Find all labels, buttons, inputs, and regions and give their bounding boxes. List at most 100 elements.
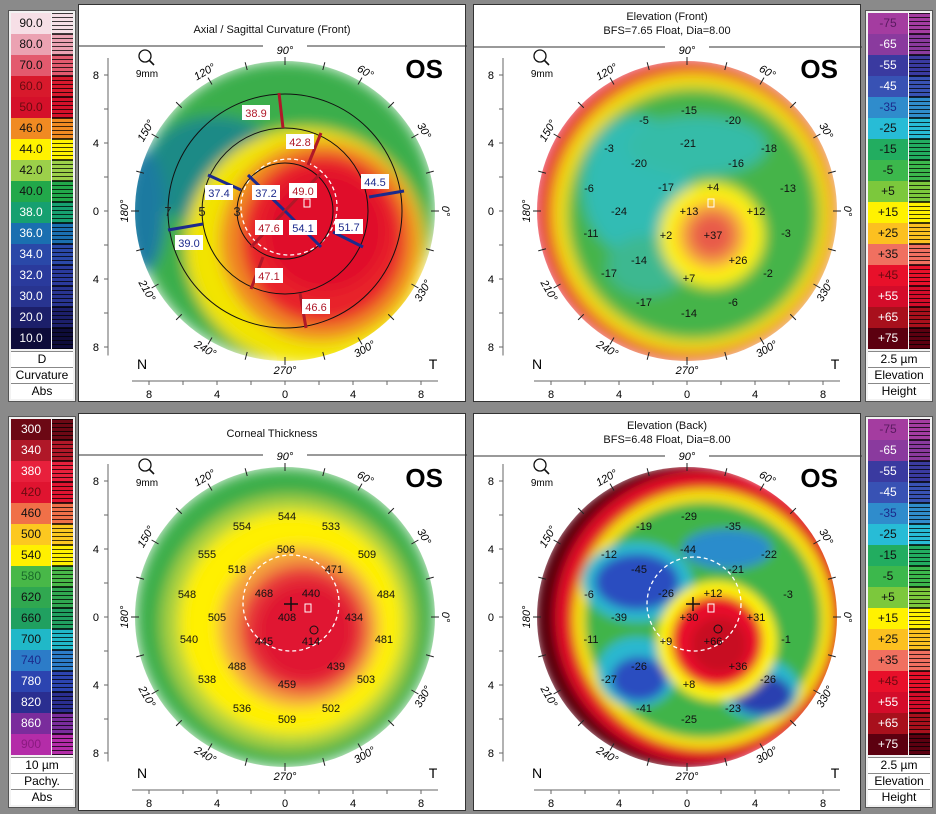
map-value: -5 bbox=[639, 115, 649, 127]
meridian-value: 38.9 bbox=[245, 108, 266, 120]
scale-step-swatch bbox=[52, 244, 73, 265]
scale-step-label: +75 bbox=[868, 734, 908, 755]
scale-step-swatch bbox=[52, 671, 73, 692]
y-tick-label: 4 bbox=[93, 138, 99, 150]
angle-tick bbox=[538, 248, 547, 252]
map-value: -26 bbox=[760, 674, 776, 686]
thickness-map-panel[interactable]: 8 8 4 4 0 0 4 4 8 8 N T 0° 30° 60° 90° 120° 150° 180° 210° 2… bbox=[78, 413, 467, 811]
map-value: -21 bbox=[680, 138, 696, 150]
angle-label: 180° bbox=[521, 605, 533, 628]
map-value: -3 bbox=[604, 143, 614, 155]
map-value: -3 bbox=[783, 589, 793, 601]
angle-label: 90° bbox=[679, 45, 696, 57]
map-value: 509 bbox=[358, 549, 376, 561]
map-value: 538 bbox=[198, 674, 216, 686]
angle-tick bbox=[175, 101, 183, 109]
scale-step-label: 36.0 bbox=[11, 223, 51, 244]
nasal-label: N bbox=[137, 765, 147, 781]
meridian-value: 44.5 bbox=[364, 177, 385, 189]
angle-tick bbox=[577, 719, 585, 727]
angle-tick bbox=[609, 743, 615, 751]
x-tick-label: 8 bbox=[146, 798, 152, 810]
angle-tick bbox=[357, 337, 363, 345]
thinnest-point-marker bbox=[309, 625, 319, 635]
scale-step: 500 bbox=[11, 524, 73, 545]
scale-step-label: 700 bbox=[11, 629, 51, 650]
angle-tick bbox=[244, 468, 248, 477]
scale-step-swatch bbox=[909, 671, 930, 692]
scale-step: -65 bbox=[868, 440, 930, 461]
angle-tick bbox=[827, 576, 836, 580]
scale-step: 60.0 bbox=[11, 76, 73, 97]
elevation-back-map-panel[interactable]: 8 8 4 4 0 0 4 4 8 8 N T 0° 30° 60° 90° 120° 150° 180° 210° 2… bbox=[473, 413, 862, 811]
elevation-front-map-panel[interactable]: 8 8 4 4 0 0 4 4 8 8 N T 0° 30° 60° 90° 120° 150° 180° 210° 2… bbox=[473, 4, 862, 402]
scale-unit: 2.5 µm bbox=[868, 351, 930, 367]
scale-step-swatch bbox=[52, 118, 73, 139]
magnifier-icon[interactable] bbox=[533, 49, 550, 66]
scale-step: 32.0 bbox=[11, 265, 73, 286]
scale-step-label: -25 bbox=[868, 118, 908, 139]
scale-step-swatch bbox=[52, 139, 73, 160]
angle-tick bbox=[411, 689, 419, 695]
scale-step-swatch bbox=[52, 692, 73, 713]
map-value: -24 bbox=[611, 206, 627, 218]
scale-line1: Pachy. bbox=[11, 773, 73, 789]
zone-ring bbox=[201, 127, 369, 295]
map-value: +13 bbox=[680, 206, 699, 218]
angle-tick bbox=[357, 77, 363, 85]
map-value: -25 bbox=[681, 714, 697, 726]
map-value: 440 bbox=[302, 588, 320, 600]
angle-tick bbox=[411, 283, 419, 289]
scale-step-label: 46.0 bbox=[11, 118, 51, 139]
map-value: 506 bbox=[277, 544, 295, 556]
scale-step-label: -65 bbox=[868, 34, 908, 55]
x-tick-label: 8 bbox=[820, 798, 826, 810]
scale-step: 70.0 bbox=[11, 55, 73, 76]
scale-step-label: 620 bbox=[11, 587, 51, 608]
scale-step-label: -75 bbox=[868, 419, 908, 440]
magnifier-icon[interactable] bbox=[138, 49, 155, 66]
scale-step-label: +55 bbox=[868, 692, 908, 713]
scale-step-swatch bbox=[909, 629, 930, 650]
map-value: 468 bbox=[255, 588, 273, 600]
angle-tick bbox=[425, 576, 434, 580]
angle-tick bbox=[175, 313, 183, 321]
angle-tick bbox=[646, 62, 650, 71]
scale-step: 10.0 bbox=[11, 328, 73, 349]
scale-step: +75 bbox=[868, 328, 930, 349]
scale-step: 44.0 bbox=[11, 139, 73, 160]
scale-step: -15 bbox=[868, 139, 930, 160]
curvature-map-panel[interactable]: 8 8 4 4 0 0 4 4 8 8 N T 0° 30° 60° 90° 120° 150° 180° 210° 2… bbox=[78, 4, 467, 402]
angle-label: 60° bbox=[757, 469, 778, 488]
scale-step: -15 bbox=[868, 545, 930, 566]
map-value: 536 bbox=[233, 703, 251, 715]
meridian-value: 47.6 bbox=[258, 223, 279, 235]
scale-step-swatch bbox=[909, 118, 930, 139]
scale-step-label: -65 bbox=[868, 440, 908, 461]
scale-step-swatch bbox=[52, 650, 73, 671]
scale-step-label: 50.0 bbox=[11, 97, 51, 118]
magnifier-icon[interactable] bbox=[138, 458, 155, 475]
scale-step: 740 bbox=[11, 650, 73, 671]
angle-tick bbox=[813, 283, 821, 289]
scale-step-swatch bbox=[52, 265, 73, 286]
map-value: -17 bbox=[636, 297, 652, 309]
scale-step-swatch bbox=[52, 734, 73, 755]
scale-line1: Elevation bbox=[868, 367, 930, 383]
map-value: -26 bbox=[658, 588, 674, 600]
scale-step: +55 bbox=[868, 286, 930, 307]
map-value: -21 bbox=[728, 564, 744, 576]
meridian-value: 47.1 bbox=[258, 271, 279, 283]
scale-step-swatch bbox=[909, 202, 930, 223]
scale-step: +55 bbox=[868, 692, 930, 713]
angle-tick bbox=[827, 248, 836, 252]
scale-step-swatch bbox=[909, 286, 930, 307]
scale-step: 340 bbox=[11, 440, 73, 461]
scale-step-label: 20.0 bbox=[11, 307, 51, 328]
center-marker bbox=[303, 198, 311, 208]
scale-step-swatch bbox=[52, 181, 73, 202]
scale-step-swatch bbox=[52, 55, 73, 76]
angle-tick bbox=[813, 689, 821, 695]
angle-tick bbox=[577, 507, 585, 515]
magnifier-icon[interactable] bbox=[533, 458, 550, 475]
